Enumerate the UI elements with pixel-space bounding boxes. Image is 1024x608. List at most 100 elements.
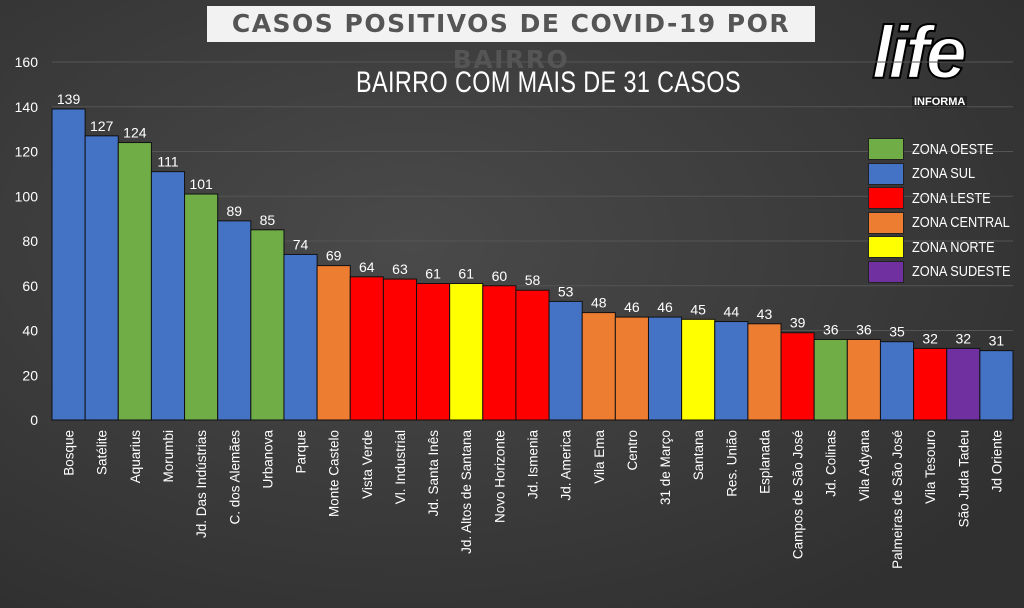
bar-c-dos-alem-es <box>217 220 252 421</box>
data-label: 89 <box>226 203 242 219</box>
bar-res-uni-o <box>714 321 749 421</box>
data-label: 139 <box>57 91 81 107</box>
data-label: 53 <box>558 283 574 299</box>
x-tick-label: Vl. Industrial <box>393 430 408 504</box>
x-tick-label: Aquarius <box>128 430 143 484</box>
data-label: 111 <box>157 154 178 170</box>
data-label: 44 <box>724 304 740 320</box>
chart-subtitle: BAIRRO COM MAIS DE 31 CASOS <box>356 66 742 99</box>
x-tick-label: Bosque <box>62 430 77 476</box>
y-tick-label: 20 <box>22 367 38 383</box>
x-tick-label: Santana <box>691 430 706 481</box>
bar-jd-altos-de-santana <box>449 283 484 421</box>
x-tick-label: Palmeiras de São José <box>890 430 905 569</box>
bar-morumbi <box>150 171 186 421</box>
bar-campos-de-s-o-jos- <box>780 332 815 421</box>
x-tick-label: Monte Castelo <box>327 430 342 517</box>
bar-sat-lite <box>84 135 119 421</box>
legend-swatch <box>868 260 904 283</box>
data-label: 64 <box>359 259 375 275</box>
x-tick-label: Urbanova <box>260 430 275 489</box>
legend: ZONA OESTE ZONA SUL ZONA LESTE ZONA CENTRAL… <box>868 137 1024 284</box>
bar-31-de-mar-o <box>647 316 683 421</box>
life-informa-logo: life INFORMA <box>871 11 968 108</box>
data-label: 127 <box>90 118 114 134</box>
y-tick-label: 140 <box>15 99 39 115</box>
data-label: 39 <box>790 315 806 331</box>
x-tick-label: Jd. America <box>559 430 574 501</box>
x-tick-label: Jd. Das Indústrias <box>194 430 209 538</box>
bar-aquarius <box>117 142 152 421</box>
data-label: 43 <box>757 306 773 322</box>
legend-swatch <box>868 236 904 259</box>
legend-label: ZONA CENTRAL <box>912 214 1010 232</box>
bar-urbanova <box>250 229 285 421</box>
bar-jd-colinas <box>813 338 848 421</box>
y-tick-label: 120 <box>15 144 39 160</box>
x-tick-label: 31 de Março <box>658 430 673 505</box>
legend-swatch <box>868 162 904 185</box>
data-label: 46 <box>624 299 640 315</box>
bar-jd-das-ind-strias <box>184 193 219 421</box>
data-label: 101 <box>189 176 213 192</box>
y-tick-label: 40 <box>22 323 38 339</box>
bar-jd-ismenia <box>515 289 550 421</box>
bar-jd-america <box>548 300 583 421</box>
legend-item: ZONA NORTE <box>868 235 1024 260</box>
bar-vila-tesouro <box>913 347 948 421</box>
x-tick-label: Campos de São José <box>791 430 806 559</box>
bar-parque <box>283 253 318 421</box>
data-label: 36 <box>856 321 872 337</box>
legend-item: ZONA SUDESTE <box>868 260 1024 285</box>
x-tick-label: Jd. Altos de Santana <box>459 430 474 554</box>
x-tick-label: Vista Verde <box>360 430 375 499</box>
legend-label: ZONA LESTE <box>912 189 991 207</box>
logo-main: life <box>871 11 968 94</box>
bar-centro <box>614 316 649 421</box>
x-tick-label: Jd. Colinas <box>824 430 839 497</box>
data-label: 60 <box>492 268 508 284</box>
bar-monte-castelo <box>316 265 351 421</box>
x-tick-label: Vila Ema <box>592 430 607 484</box>
bar-santana <box>681 318 716 421</box>
data-label: 32 <box>956 330 972 346</box>
data-label: 46 <box>657 299 673 315</box>
data-label: 58 <box>525 272 541 288</box>
legend-label: ZONA OESTE <box>912 140 994 158</box>
bar-esplanada <box>747 323 782 421</box>
data-label: 48 <box>591 295 607 311</box>
logo-sub: INFORMA <box>912 96 968 108</box>
bar-vila-ema <box>581 312 616 421</box>
data-label: 85 <box>260 212 276 228</box>
data-label: 61 <box>458 266 474 282</box>
bar-jd-oriente <box>979 350 1014 421</box>
data-label: 69 <box>326 248 342 264</box>
y-tick-label: 0 <box>30 412 38 428</box>
legend-swatch <box>868 211 904 234</box>
legend-item: ZONA LESTE <box>868 186 1024 211</box>
y-tick-label: 80 <box>22 233 38 249</box>
y-tick-label: 160 <box>15 54 39 70</box>
x-tick-label: Jd. Santa Inês <box>426 430 441 517</box>
x-tick-label: C. dos Alemães <box>227 430 242 525</box>
data-label: 36 <box>823 321 839 337</box>
x-tick-label: Res. União <box>724 430 739 497</box>
bar-jd-santa-in-s <box>416 283 451 421</box>
y-tick-label: 100 <box>15 188 39 204</box>
bar-vista-verde <box>349 276 384 421</box>
bar-novo-horizonte <box>482 285 517 421</box>
bar-palmeiras-de-s-o-jos- <box>879 341 915 421</box>
x-tick-label: Parque <box>294 430 309 474</box>
x-tick-label: São Juda Tadeu <box>956 430 971 527</box>
x-tick-label: Morumbi <box>161 430 176 483</box>
x-tick-label: Centro <box>625 430 640 471</box>
legend-label: ZONA SUDESTE <box>912 263 1011 281</box>
legend-label: ZONA NORTE <box>912 238 995 256</box>
chart-title: CASOS POSITIVOS DE COVID-19 POR BAIRRO <box>207 6 815 74</box>
bar-vila-adyana <box>846 338 881 421</box>
data-label: 35 <box>889 324 905 340</box>
x-tick-label: Novo Horizonte <box>492 430 507 523</box>
bar-s-o-juda-tadeu <box>946 347 981 421</box>
